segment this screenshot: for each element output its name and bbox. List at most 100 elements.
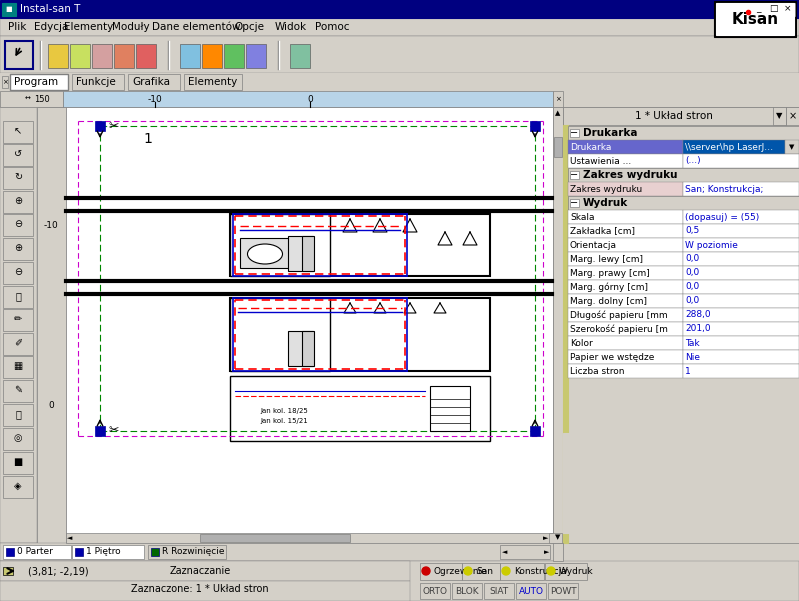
Bar: [568, 336, 683, 350]
Bar: [530, 426, 540, 436]
Bar: [95, 121, 105, 131]
Bar: [3, 286, 33, 308]
Text: ►: ►: [543, 535, 548, 541]
Text: 288,0: 288,0: [685, 311, 710, 320]
Text: ✎: ✎: [14, 385, 22, 395]
Text: ▼: ▼: [776, 112, 782, 120]
Bar: [37, 107, 66, 543]
Bar: [462, 563, 500, 580]
Bar: [683, 238, 799, 252]
Bar: [568, 266, 683, 280]
Bar: [563, 107, 786, 125]
Bar: [773, 107, 786, 125]
Bar: [0, 0, 799, 18]
Bar: [548, 583, 578, 599]
Bar: [290, 44, 310, 68]
Text: ×: ×: [785, 4, 792, 13]
Bar: [683, 294, 799, 308]
Bar: [2, 3, 16, 16]
Bar: [230, 298, 330, 371]
Bar: [553, 543, 563, 561]
Bar: [230, 214, 490, 276]
Bar: [683, 266, 799, 280]
Text: ◎: ◎: [14, 433, 22, 443]
Text: \\server\hp LaserJ…: \\server\hp LaserJ…: [685, 142, 773, 151]
Bar: [3, 144, 33, 166]
Text: Drukarka: Drukarka: [570, 142, 611, 151]
Bar: [500, 563, 544, 580]
Text: Funkcje: Funkcje: [76, 77, 116, 87]
Bar: [568, 308, 683, 322]
Text: ▼: ▼: [555, 534, 561, 540]
Bar: [151, 548, 159, 556]
Text: Elementy: Elementy: [64, 22, 113, 32]
Text: 1 * Układ stron: 1 * Układ stron: [635, 111, 713, 121]
Text: ✏: ✏: [14, 314, 22, 324]
Bar: [200, 534, 350, 542]
Text: Nie: Nie: [685, 353, 700, 361]
Bar: [563, 125, 568, 543]
Bar: [246, 44, 266, 68]
Bar: [128, 74, 180, 90]
Text: ✂: ✂: [108, 424, 118, 436]
Bar: [683, 336, 799, 350]
Bar: [5, 41, 33, 69]
Bar: [716, 3, 794, 35]
Bar: [288, 331, 313, 366]
Bar: [568, 168, 799, 182]
Text: 201,0: 201,0: [685, 325, 710, 334]
Text: ◄: ◄: [67, 535, 73, 541]
Bar: [0, 18, 799, 36]
Bar: [568, 294, 683, 308]
Ellipse shape: [248, 244, 283, 264]
Bar: [0, 91, 63, 107]
Text: 0 Parter: 0 Parter: [17, 548, 53, 557]
Text: Elementy: Elementy: [188, 77, 237, 87]
Text: Jan kol. 15/21: Jan kol. 15/21: [260, 418, 308, 424]
Bar: [752, 3, 765, 16]
Text: Konstrukcja: Konstrukcja: [514, 567, 566, 576]
Bar: [66, 107, 553, 543]
Text: ↻: ↻: [14, 172, 22, 182]
Bar: [75, 548, 83, 556]
Text: Opcje: Opcje: [234, 22, 264, 32]
Bar: [683, 210, 799, 224]
Bar: [530, 121, 540, 131]
Text: Zaznaczanie: Zaznaczanie: [169, 566, 231, 576]
Text: Szerokość papieru [m: Szerokość papieru [m: [570, 325, 668, 334]
Text: ◈: ◈: [14, 481, 22, 491]
Text: Drukarka: Drukarka: [583, 128, 638, 138]
Bar: [114, 44, 134, 68]
Bar: [302, 236, 314, 271]
Text: Długość papieru [mm: Długość papieru [mm: [570, 310, 668, 320]
Bar: [3, 167, 33, 189]
Text: W poziomie: W poziomie: [685, 240, 737, 249]
Bar: [782, 3, 795, 16]
Bar: [92, 44, 112, 68]
Text: 1: 1: [143, 132, 152, 146]
Bar: [63, 91, 553, 107]
Bar: [683, 308, 799, 322]
Bar: [545, 563, 587, 580]
Bar: [683, 154, 799, 168]
Bar: [184, 74, 242, 90]
Text: ↔: ↔: [25, 96, 31, 102]
Text: ×: ×: [2, 79, 8, 85]
Bar: [563, 107, 799, 543]
Bar: [568, 154, 683, 168]
Bar: [0, 36, 799, 73]
Bar: [66, 533, 553, 543]
Text: Instal-san T: Instal-san T: [20, 4, 81, 14]
Text: ◄: ◄: [502, 549, 507, 555]
Bar: [683, 252, 799, 266]
Bar: [683, 322, 799, 336]
Bar: [570, 199, 579, 207]
Circle shape: [502, 567, 510, 575]
Bar: [0, 561, 799, 601]
Bar: [3, 262, 33, 284]
Bar: [230, 376, 490, 441]
Text: SIAT: SIAT: [490, 587, 508, 596]
Bar: [3, 214, 33, 236]
Text: Tak: Tak: [685, 338, 700, 347]
Text: (...): (...): [685, 156, 701, 165]
